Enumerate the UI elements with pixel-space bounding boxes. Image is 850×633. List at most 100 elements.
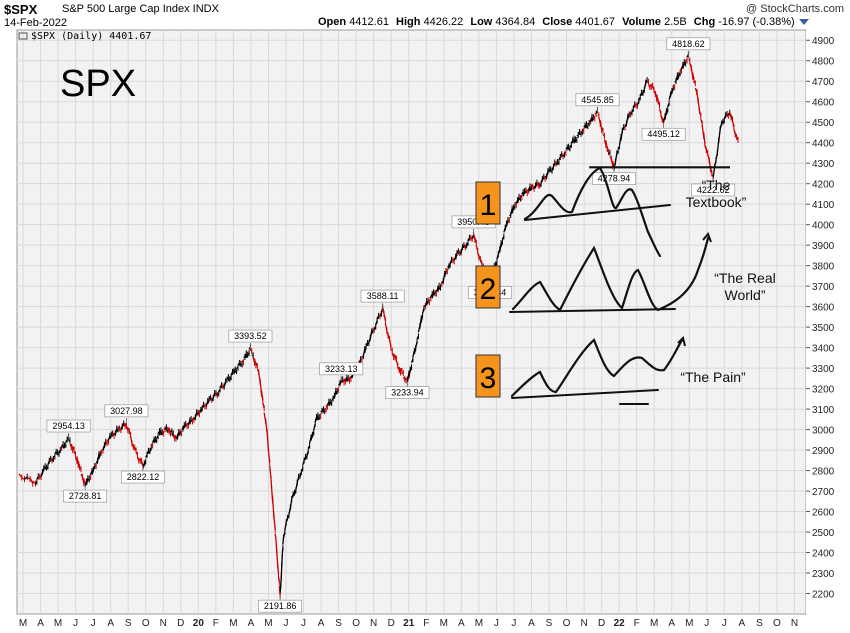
x-tick-label: A: [318, 618, 325, 629]
legend-label: $SPX (Daily) 4401.67: [31, 31, 151, 42]
x-tick-label: F: [423, 618, 429, 629]
scenario-badge: [475, 354, 501, 398]
annotation-label: 3233.13: [325, 364, 358, 374]
x-tick-label: A: [107, 618, 114, 629]
scenario-neckline: [511, 389, 659, 399]
legend-swatch-icon: [18, 32, 28, 40]
scenario-number: 2: [480, 273, 497, 306]
scenario-neckline: [509, 308, 676, 313]
y-tick-label: 3500: [812, 323, 835, 334]
x-tick-label: 22: [614, 618, 626, 629]
annotation-label: 3588.11: [367, 291, 399, 301]
y-tick-label: 3900: [812, 241, 835, 252]
dropdown-arrow-icon[interactable]: [799, 19, 809, 25]
low-label: Low: [470, 16, 493, 28]
high-label: High: [396, 16, 421, 28]
y-tick-label: 2700: [812, 487, 835, 498]
scenario-number: 3: [480, 362, 497, 395]
y-axis: 2200 2300 2400 2500 2600 2700 2800 2900 3000 3100…: [806, 30, 850, 614]
x-tick-label: O: [773, 618, 781, 629]
scenario-sketch-line: [523, 166, 662, 258]
price-segment: [271, 495, 275, 517]
x-tick-label: M: [685, 618, 693, 629]
x-tick-label: M: [650, 618, 658, 629]
big-title: SPX: [60, 63, 136, 105]
x-tick-label: A: [739, 618, 746, 629]
close-label: Close: [542, 16, 573, 28]
arrow-head-icon: [702, 232, 712, 243]
chg-value: -16.97 (-0.38%): [718, 16, 795, 28]
quote-date: 14-Feb-2022: [4, 17, 67, 29]
annotation-box: [575, 93, 620, 107]
x-tick-label: D: [388, 618, 395, 629]
x-tick-label: M: [229, 618, 237, 629]
x-tick-label: D: [598, 618, 605, 629]
x-tick-label: N: [370, 618, 377, 629]
y-tick-label: 4000: [812, 221, 835, 232]
x-tick-label: J: [284, 618, 289, 629]
y-tick-label: 4400: [812, 139, 835, 150]
chart-header: $SPX S&P 500 Large Cap Index INDX @ Stoc…: [0, 0, 850, 30]
annotation-label: 2728.81: [69, 491, 102, 501]
x-tick-label: S: [546, 618, 553, 629]
x-tick-label: O: [563, 618, 571, 629]
x-tick-label: M: [475, 618, 483, 629]
y-tick-label: 4200: [812, 180, 835, 191]
symbol-title: $SPX: [4, 2, 38, 17]
chg-label: Chg: [693, 16, 716, 28]
x-tick-label: D: [177, 618, 184, 629]
annotation-label: 3027.98: [110, 406, 143, 416]
annotation-label: 3950.43: [457, 217, 490, 227]
annotation-label: 3233.94: [391, 388, 424, 398]
y-tick-label: 4100: [812, 200, 835, 211]
y-tick-label: 3200: [812, 385, 835, 396]
y-tick-label: 4300: [812, 159, 835, 170]
y-tick-label: 2400: [812, 549, 835, 560]
y-tick-label: 3400: [812, 344, 835, 355]
annotation-label: 4222.62: [697, 185, 730, 195]
y-tick-label: 2300: [812, 569, 835, 580]
y-tick-label: 4500: [812, 118, 835, 129]
close-value: 4401.67: [575, 16, 616, 28]
y-tick-label: 2900: [812, 446, 835, 457]
annotation-box: [360, 289, 405, 303]
y-tick-label: 3300: [812, 364, 835, 375]
x-tick-label: J: [73, 618, 78, 629]
annotation-box: [385, 386, 430, 399]
annotation-label: 4545.85: [581, 95, 614, 105]
x-tick-label: J: [494, 618, 499, 629]
x-tick-label: N: [580, 618, 587, 629]
brand-watermark: @ StockCharts.com: [746, 3, 844, 15]
y-tick-label: 2200: [812, 590, 835, 601]
scenario-sketch-line: [511, 236, 710, 312]
y-tick-label: 4600: [812, 98, 835, 109]
scenario-badge: [475, 265, 501, 309]
y-tick-label: 3100: [812, 405, 835, 416]
scenario-number: 1: [480, 189, 497, 222]
annotation-box: [319, 362, 364, 376]
x-tick-label: M: [440, 618, 448, 629]
plot-area: [16, 29, 807, 615]
annotation-label: 3393.52: [234, 331, 267, 341]
annotation-label: 4818.62: [672, 39, 705, 49]
x-tick-label: S: [125, 618, 132, 629]
y-tick-label: 2500: [812, 528, 835, 539]
annotation-box: [46, 419, 91, 433]
annotation-label: 2822.12: [127, 472, 160, 482]
y-tick-label: 3000: [812, 426, 835, 437]
annotation-box: [258, 599, 303, 613]
y-tick-label: 3600: [812, 303, 835, 314]
x-tick-label: J: [704, 618, 709, 629]
y-axis-bg: [806, 30, 850, 614]
x-tick-label: M: [19, 618, 27, 629]
grid-lines: [16, 29, 807, 615]
annotation-box: [63, 489, 108, 503]
legend: $SPX (Daily) 4401.67: [18, 31, 151, 42]
annotation-label: 2191.86: [264, 601, 297, 611]
price-series: [18, 51, 739, 599]
x-tick-label: N: [160, 618, 167, 629]
x-tick-label: A: [37, 618, 44, 629]
annotation-box: [691, 183, 736, 197]
arrow-head-icon: [677, 336, 686, 347]
